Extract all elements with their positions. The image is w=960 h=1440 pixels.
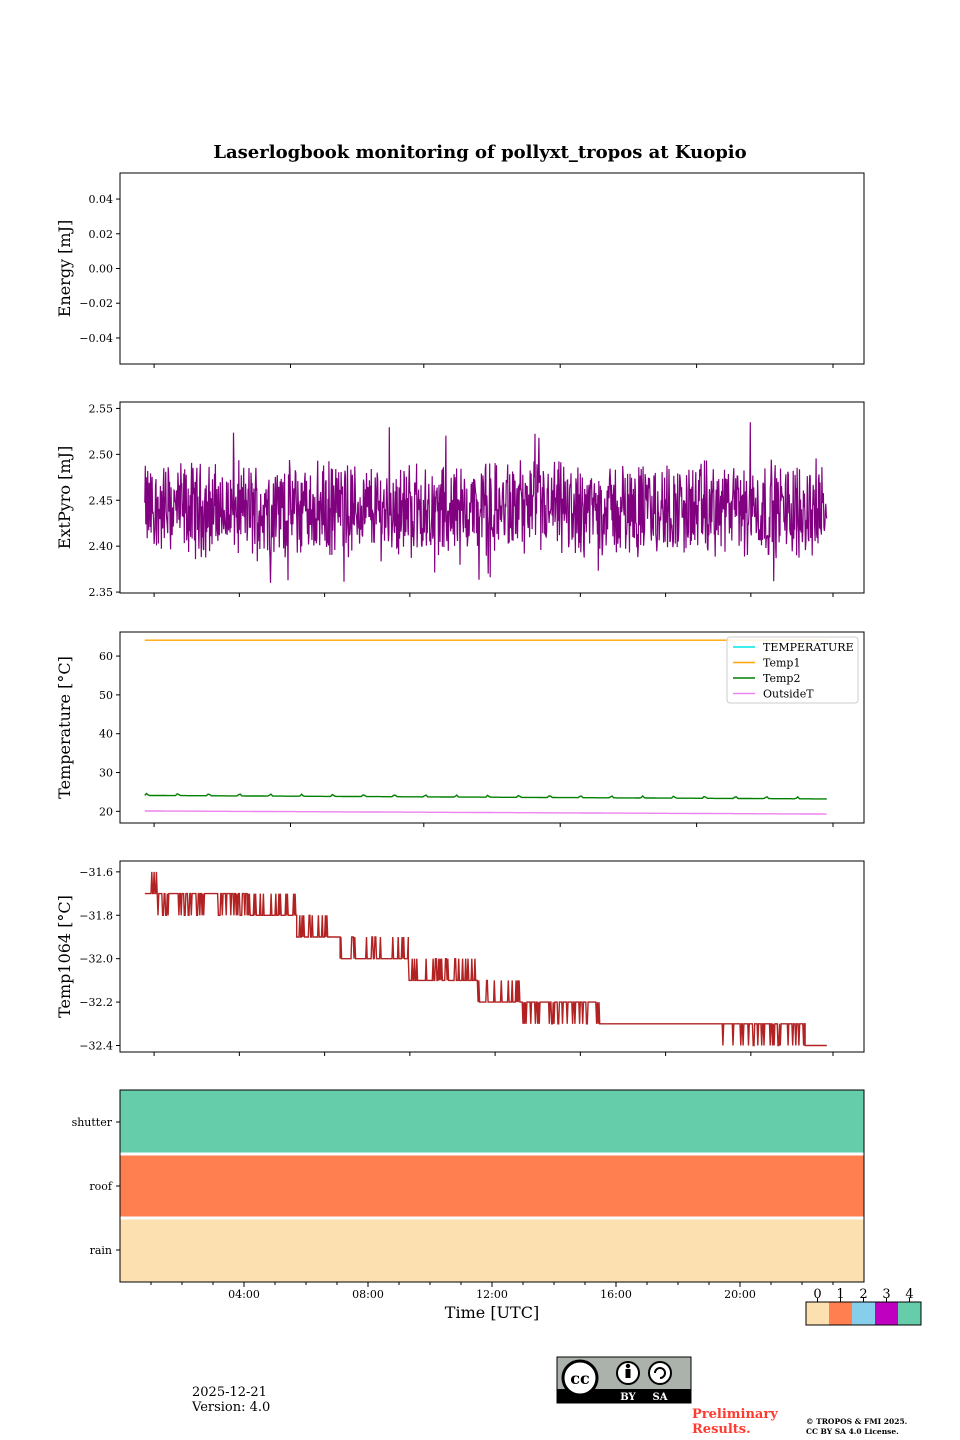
xtick-label: 04:00 (228, 1288, 260, 1301)
ytick-label: −31.8 (79, 909, 113, 922)
colorbar-label-2: 2 (859, 1287, 867, 1302)
ytick-label: 30 (99, 767, 113, 780)
ytick-label-shutter: shutter (72, 1116, 113, 1129)
xtick-label: 20:00 (724, 1288, 756, 1301)
y-axis-label: Energy [mJ] (55, 220, 74, 318)
panel-4: −31.6 −31.8 −32.0 −32.2 −32.4 Temp1064 [°C] (55, 860, 865, 1056)
legend-label-TEMPERATURE: TEMPERATURE (763, 641, 854, 654)
colorbar-cell-0 (806, 1302, 829, 1325)
sa-icon (648, 1361, 672, 1385)
ytick-label-rain: rain (90, 1244, 112, 1257)
ytick-label: 20 (99, 805, 113, 818)
ytick-label: 50 (99, 689, 113, 702)
colorbar-label-3: 3 (882, 1287, 890, 1302)
ytick-label: 0.00 (89, 263, 114, 276)
cc-icon-text: cc (570, 1369, 590, 1388)
ytick-label: 0.02 (89, 228, 114, 241)
axes-frame (119, 860, 865, 1053)
y-axis-label: Temperature [°C] (55, 656, 74, 799)
ytick-label: 2.45 (89, 494, 114, 507)
panel-3: 60 50 40 30 20 Temperature [°C] TEMPERATURE Tem… (55, 631, 865, 827)
legend-label-OutsideT: OutsideT (763, 688, 814, 701)
x-axis-label: Time [UTC] (445, 1303, 539, 1322)
panel-5: shutter roof rain 04:00 08:00 12:00 16:00 20:00… (72, 1089, 865, 1322)
ytick-label: 2.40 (89, 540, 114, 553)
preliminary-line1: Preliminary (692, 1407, 778, 1422)
ytick-label: 2.55 (89, 402, 114, 415)
legend-label-Temp1: Temp1 (763, 657, 800, 670)
ytick-label: 0.04 (89, 193, 114, 206)
status-band-roof (120, 1154, 864, 1218)
ytick-label: −31.6 (79, 866, 113, 879)
status-band-shutter (120, 1090, 864, 1154)
sa-label: SA (653, 1392, 668, 1403)
colorbar-cell-4 (898, 1302, 921, 1325)
ytick-label: −32.2 (79, 996, 113, 1009)
chart-title: Laserlogbook monitoring of pollyxt_tropo… (213, 142, 746, 163)
ytick-label-roof: roof (89, 1180, 113, 1193)
cc-icon (561, 1359, 599, 1397)
legend-box (726, 636, 859, 704)
ytick-label: 2.35 (89, 586, 114, 599)
colorbar-frame (805, 1301, 922, 1326)
preliminary-line2: Results. (692, 1422, 751, 1437)
legend-label-Temp2: Temp2 (763, 672, 800, 685)
ytick-label: −32.4 (79, 1039, 113, 1052)
ytick-label: 2.50 (89, 448, 114, 461)
series-Temp2 (144, 792, 827, 800)
cc-license-badge: cc BY SA (556, 1356, 692, 1404)
colorbar-cell-2 (852, 1302, 875, 1325)
colorbar-cell-3 (875, 1302, 898, 1325)
ytick-label: −0.04 (79, 332, 113, 345)
colorbar-label-4: 4 (905, 1287, 913, 1302)
series-OutsideT (144, 810, 827, 815)
copyright-line2: CC BY SA 4.0 License. (806, 1427, 899, 1436)
xtick-label: 16:00 (600, 1288, 632, 1301)
xtick-label: 12:00 (476, 1288, 508, 1301)
panel-2: 2.55 2.50 2.45 2.40 2.35 ExtPyro [mJ] (55, 401, 865, 599)
panel-1: 0.04 0.02 0.00 −0.02 −0.04 Energy [mJ] (55, 172, 865, 368)
axes-frame (119, 172, 865, 365)
series-ExtPyro (144, 422, 828, 583)
ytick-label: 40 (99, 728, 113, 741)
footer-version: Version: 4.0 (191, 1400, 270, 1415)
colorbar-cell-1 (829, 1302, 852, 1325)
copyright-line1: © TROPOS & FMI 2025. (806, 1417, 907, 1426)
xtick-label: 08:00 (352, 1288, 384, 1301)
status-band-rain (120, 1218, 864, 1282)
colorbar-label-0: 0 (813, 1287, 821, 1302)
y-axis-label: Temp1064 [°C] (55, 895, 74, 1018)
ytick-label: 60 (99, 650, 113, 663)
y-axis-label: ExtPyro [mJ] (55, 446, 74, 549)
by-label: BY (620, 1392, 636, 1403)
footer-date: 2025-12-21 (192, 1385, 267, 1400)
colorbar-label-1: 1 (836, 1287, 844, 1302)
series-Temp1064 (144, 871, 827, 1047)
ytick-label: −0.02 (79, 297, 113, 310)
ytick-label: −32.0 (79, 953, 113, 966)
